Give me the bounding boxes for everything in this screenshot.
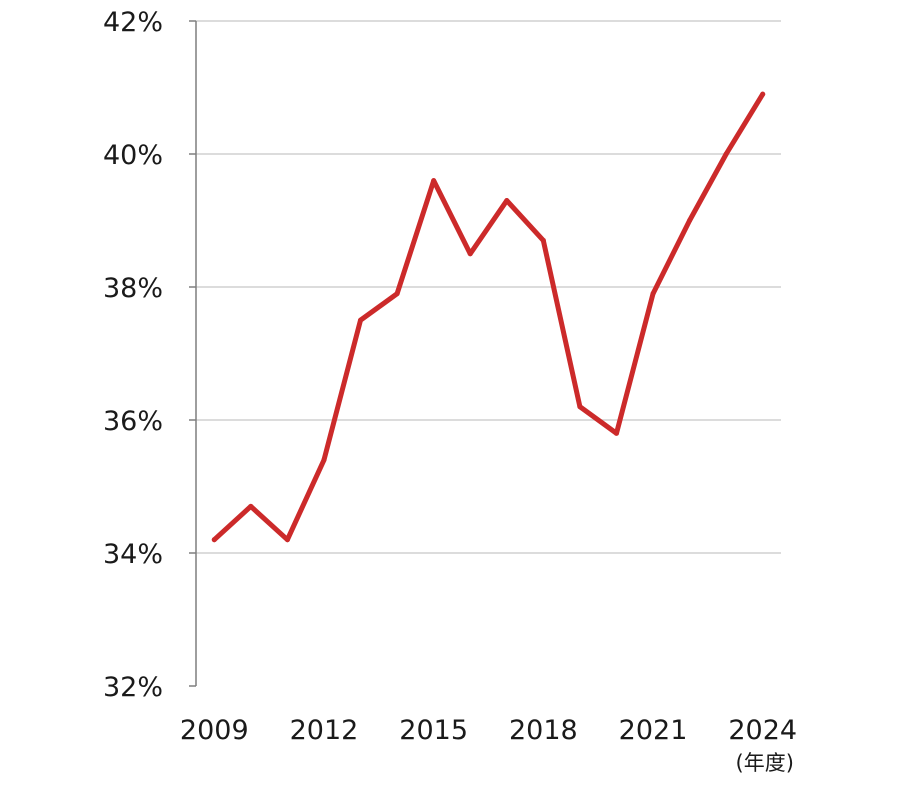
data-point: [723, 151, 729, 157]
data-point: [248, 503, 254, 509]
data-point: [577, 404, 583, 410]
x-axis-tick-labels: 2009 2012 2015 2018 2021 2024: [180, 715, 797, 746]
x-tick-label: 2024: [728, 715, 797, 746]
x-tick-label: 2015: [399, 715, 468, 746]
data-point: [687, 218, 693, 223]
y-tick-label: 40%: [103, 140, 163, 171]
data-point: [504, 198, 510, 204]
y-axis-tick-labels: 32% 34% 36% 38% 40% 42%: [103, 7, 163, 703]
y-tick-label: 32%: [103, 672, 163, 703]
data-point: [760, 91, 766, 97]
gridlines: [189, 20, 781, 687]
data-point: [358, 317, 364, 323]
data-point: [540, 237, 546, 243]
data-point: [650, 291, 656, 297]
x-tick-label: 2021: [619, 715, 688, 746]
data-point: [613, 430, 619, 436]
data-point: [321, 457, 327, 463]
data-point: [394, 291, 400, 297]
data-point: [211, 537, 217, 543]
data-point: [467, 251, 473, 257]
data-point: [431, 178, 437, 184]
series-layer: [211, 91, 766, 543]
y-tick-label: 36%: [103, 406, 163, 437]
y-tick-label: 38%: [103, 273, 163, 304]
x-tick-label: 2009: [180, 715, 249, 746]
data-point: [284, 537, 290, 543]
x-tick-label: 2012: [290, 715, 359, 746]
x-tick-label: 2018: [509, 715, 578, 746]
y-tick-label: 42%: [103, 7, 163, 38]
x-axis-unit-label: (年度): [736, 751, 794, 775]
series-line: [211, 91, 766, 543]
y-tick-label: 34%: [103, 539, 163, 570]
